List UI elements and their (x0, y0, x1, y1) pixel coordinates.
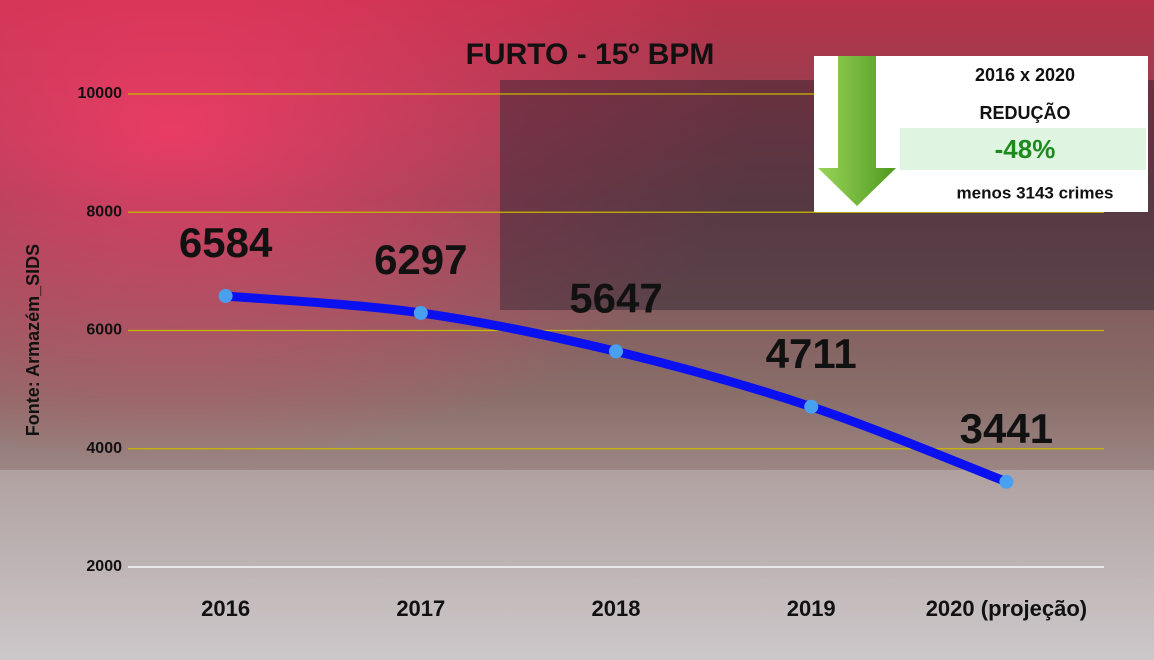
data-label: 3441 (960, 405, 1053, 452)
x-tick-label: 2019 (787, 596, 836, 621)
y-tick-label: 8000 (86, 203, 122, 220)
y-tick-label: 4000 (86, 440, 122, 457)
y-tick-label: 6000 (86, 322, 122, 339)
y-axis-label: Fonte: Armazém_SIDS (23, 244, 43, 436)
data-label: 6584 (179, 219, 273, 266)
callout: 2016 x 2020 REDUÇÃO -48% menos 3143 crim… (814, 56, 1148, 212)
point (609, 344, 623, 358)
x-tick-label: 2017 (396, 596, 445, 621)
point (999, 475, 1013, 489)
callout-subheading: REDUÇÃO (979, 102, 1070, 123)
point (219, 289, 233, 303)
data-label: 6297 (374, 236, 467, 283)
chart-title: FURTO - 15º BPM (466, 38, 715, 71)
point (804, 400, 818, 414)
data-label: 5647 (569, 274, 662, 321)
background-car (0, 470, 1154, 660)
data-label: 4711 (766, 330, 857, 377)
y-tick-label: 10000 (78, 85, 123, 102)
x-tick-label: 2020 (projeção) (926, 596, 1087, 621)
point (414, 306, 428, 320)
callout-change: -48% (995, 134, 1056, 164)
x-tick-label: 2018 (592, 596, 641, 621)
callout-note: menos 3143 crimes (957, 183, 1114, 202)
callout-heading: 2016 x 2020 (975, 65, 1075, 85)
y-tick-label: 2000 (86, 558, 122, 575)
chart: FURTO - 15º BPM Fonte: Armazém_SIDS 2000… (0, 0, 1154, 660)
x-tick-label: 2016 (201, 596, 250, 621)
